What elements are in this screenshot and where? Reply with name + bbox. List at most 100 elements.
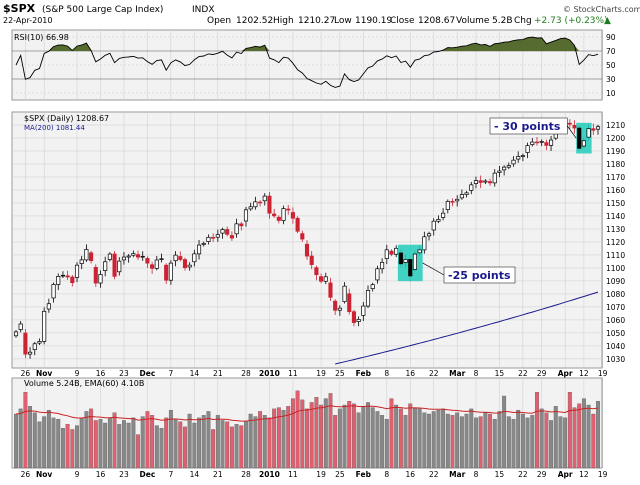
candle-body: [243, 209, 249, 222]
candle-body: [309, 255, 314, 265]
volume-bar: [525, 417, 530, 469]
candle-body: [13, 331, 19, 337]
candle-body: [595, 126, 601, 130]
candle-body: [553, 133, 558, 139]
x-tick-label: Dec: [140, 369, 156, 378]
candle-body: [51, 284, 56, 299]
candle-body: [342, 285, 347, 302]
candle-body: [530, 141, 535, 145]
volume-bar: [488, 413, 492, 469]
candle-body: [178, 256, 183, 260]
candle-body: [159, 258, 164, 260]
y-axis-labels: 1210 1200 1190 1180 1170 1160 1150 1140 1130 1120…: [606, 33, 625, 364]
candle-body: [464, 192, 469, 195]
volume-bar: [478, 416, 483, 469]
x-tick-label-bottom: 16: [405, 470, 415, 479]
price-tick-label: 1120: [606, 238, 625, 247]
volume-bar: [445, 413, 450, 469]
volume-bar: [23, 391, 28, 469]
candle-body: [37, 341, 42, 344]
volume-bar: [65, 424, 70, 469]
volume-bar: [154, 425, 159, 469]
x-tick-label-bottom: 22: [518, 470, 528, 479]
volume-bar: [427, 413, 431, 469]
x-tick-label-bottom: Feb: [356, 470, 372, 479]
candle-body: [591, 128, 596, 131]
x-tick-label: 8: [384, 369, 389, 378]
candle-body: [426, 233, 432, 237]
candle-body: [229, 235, 234, 239]
candle-body: [436, 219, 441, 222]
volume-bar: [351, 403, 356, 469]
price-tick-label: 1200: [606, 134, 625, 143]
candle-body: [206, 236, 211, 242]
price-tick-label: 1070: [606, 303, 625, 312]
x-tick-label-bottom: 14: [190, 470, 200, 479]
candle-body: [182, 259, 188, 269]
price-tick-label: 1060: [606, 316, 625, 325]
volume-bar: [403, 415, 408, 469]
candle-body: [323, 276, 328, 282]
volume-bar: [506, 416, 511, 469]
candle-body: [173, 254, 178, 262]
x-tick-label-bottom: 9: [75, 470, 80, 479]
annotation-30-candle: [581, 140, 586, 147]
x-tick-label-bottom: Mar: [449, 470, 466, 479]
volume-bar: [309, 402, 314, 469]
high-label: High: [273, 16, 294, 26]
close-label: Close: [390, 16, 415, 26]
candle-body: [84, 249, 89, 261]
candle-body: [74, 264, 80, 278]
candle-body: [196, 244, 202, 255]
x-tick-label: 29: [537, 369, 547, 378]
rsi-tick-label: 90: [606, 33, 616, 42]
x-tick-label: 19: [598, 369, 608, 378]
volume-bar: [173, 418, 178, 469]
volume-bar: [422, 412, 427, 469]
candle-body: [126, 255, 131, 258]
candle-body: [112, 253, 117, 277]
candle-body: [375, 268, 380, 281]
volume-bar: [441, 408, 446, 469]
open-label: Open: [207, 16, 231, 26]
annotation-30-candle: [586, 128, 591, 138]
volume-bar: [42, 416, 47, 469]
x-tick-label-bottom: 2010: [259, 470, 280, 479]
volume-bar: [276, 407, 281, 469]
candle-body: [46, 303, 51, 310]
candle-body: [516, 156, 521, 160]
candle-body: [347, 293, 352, 313]
x-tick-label: 8: [474, 369, 479, 378]
volume-bar: [384, 418, 389, 469]
candle-body: [314, 267, 319, 276]
volume-bar: [558, 416, 563, 469]
candle-body: [502, 166, 507, 171]
exchange: INDX: [192, 5, 214, 15]
volume-bar: [535, 391, 539, 469]
candle-body: [483, 180, 488, 183]
volume-bar: [18, 408, 23, 469]
volume-bar: [159, 427, 164, 469]
volume-bar: [248, 413, 253, 469]
candle-body: [70, 276, 75, 284]
rsi-line: [15, 36, 599, 88]
volume-bar: [187, 413, 192, 469]
candle-body: [93, 267, 98, 284]
annotation-30-leader: [567, 125, 577, 139]
x-tick-label-bottom: Dec: [140, 470, 156, 479]
volume-bar: [502, 395, 507, 469]
volume-bar: [206, 411, 211, 469]
volume-bar: [464, 413, 469, 469]
volume-bar: [253, 416, 258, 469]
candle-body: [300, 233, 305, 240]
price-tick-label: 1170: [606, 173, 625, 182]
candle-body: [567, 122, 572, 125]
volume-bar: [450, 415, 455, 469]
candle-body: [304, 243, 310, 257]
candle-body: [365, 290, 371, 307]
volume-bar: [122, 420, 126, 469]
x-tick-label: 22: [518, 369, 528, 378]
volume-bar: [361, 406, 366, 469]
candle-body: [459, 194, 464, 199]
